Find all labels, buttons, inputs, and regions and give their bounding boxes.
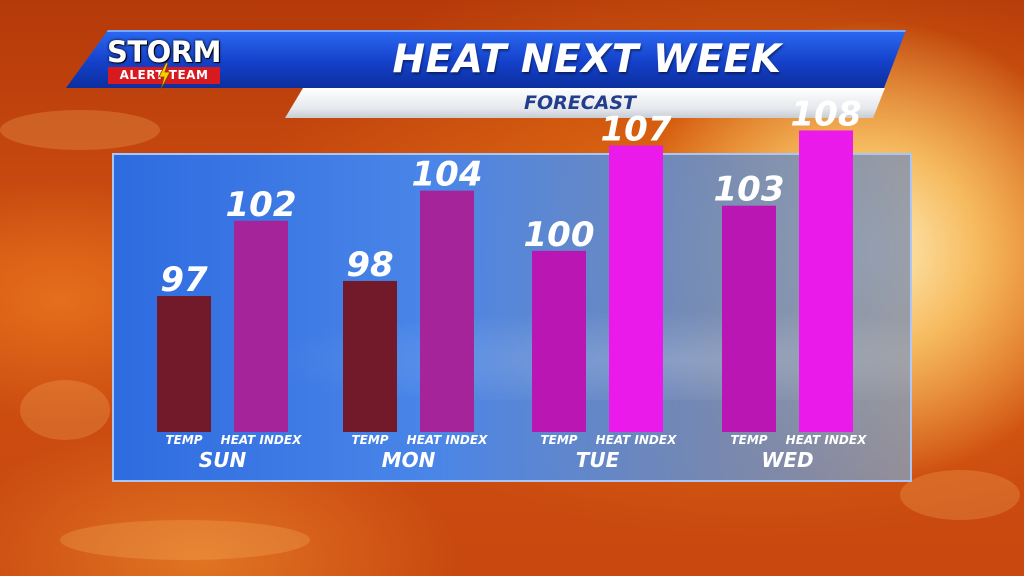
- page-subtitle: FORECAST: [523, 92, 637, 114]
- bar-mon-heat-index: [420, 190, 474, 432]
- value-label-tue-heat-index: 107: [601, 110, 672, 150]
- series-label-wed-temp: TEMP: [730, 433, 767, 447]
- series-label-sun-temp: TEMP: [165, 433, 202, 447]
- value-label-wed-heat-index: 108: [791, 94, 862, 134]
- day-label-mon: MON: [382, 448, 436, 472]
- bar-sun-heat-index: [234, 220, 288, 432]
- series-label-tue-temp: TEMP: [540, 433, 577, 447]
- bar-mon-temp: [343, 280, 397, 432]
- value-label-wed-temp: 103: [714, 170, 785, 210]
- day-label-sun: SUN: [199, 448, 247, 472]
- series-label-tue-heat-index: HEAT INDEX: [596, 433, 677, 447]
- day-label-tue: TUE: [576, 448, 620, 472]
- bar-tue-heat-index: [609, 145, 663, 432]
- value-label-sun-temp: 97: [160, 260, 208, 300]
- series-label-mon-temp: TEMP: [351, 433, 388, 447]
- lightning-bolt-icon: [158, 63, 171, 89]
- value-label-mon-heat-index: 104: [412, 155, 483, 195]
- series-label-mon-heat-index: HEAT INDEX: [407, 433, 488, 447]
- bar-sun-temp: [157, 296, 211, 432]
- value-label-sun-heat-index: 102: [226, 185, 297, 225]
- cloud-wisp: [20, 380, 110, 440]
- value-label-mon-temp: 98: [346, 245, 393, 285]
- series-label-wed-heat-index: HEAT INDEX: [786, 433, 867, 447]
- value-label-tue-temp: 100: [524, 215, 595, 255]
- bar-tue-temp: [532, 250, 586, 432]
- series-label-sun-heat-index: HEAT INDEX: [221, 433, 302, 447]
- cloud-wisp: [900, 470, 1020, 520]
- storm-alert-team-logo: STORM ALERT TEAM: [96, 36, 232, 92]
- page-title: HEAT NEXT WEEK: [392, 37, 782, 82]
- bar-wed-temp: [722, 205, 776, 432]
- subtitle-banner: [285, 88, 885, 118]
- cloud-wisp: [60, 520, 310, 560]
- logo-storm-text: STORM: [106, 35, 222, 69]
- cloud-wisp: [0, 110, 160, 150]
- day-label-wed: WED: [761, 448, 813, 472]
- bar-wed-heat-index: [799, 130, 853, 432]
